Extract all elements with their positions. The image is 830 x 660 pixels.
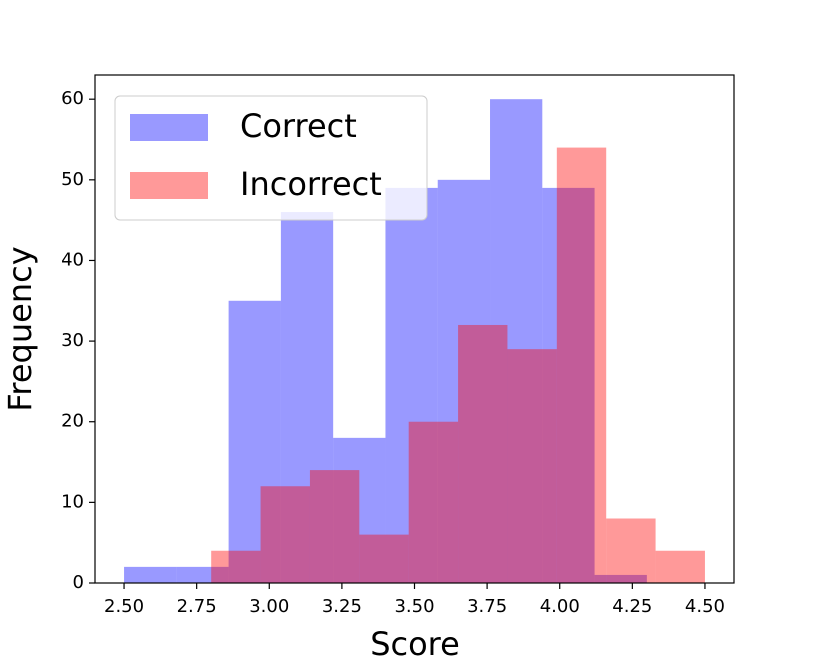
bar bbox=[228, 300, 281, 583]
bar bbox=[280, 212, 334, 584]
y-tick-label: 0 bbox=[73, 572, 84, 593]
x-tick-label: 4.50 bbox=[685, 596, 725, 617]
bar bbox=[359, 534, 409, 583]
bar bbox=[333, 437, 386, 583]
bar bbox=[408, 421, 459, 583]
bar bbox=[458, 324, 508, 583]
bar bbox=[437, 179, 491, 584]
y-tick-label: 10 bbox=[61, 491, 84, 512]
bar bbox=[606, 518, 656, 583]
bar bbox=[260, 486, 310, 583]
legend-swatch bbox=[130, 172, 208, 199]
x-tick-label: 2.50 bbox=[104, 596, 144, 617]
bar bbox=[655, 550, 705, 583]
bar bbox=[594, 574, 647, 583]
plot-frame bbox=[94, 74, 735, 584]
y-tick-label: 30 bbox=[61, 330, 84, 351]
bar bbox=[507, 349, 557, 583]
y-tick-label: 60 bbox=[61, 88, 84, 109]
bar bbox=[556, 147, 607, 584]
x-tick-label: 3.00 bbox=[249, 596, 289, 617]
x-tick-label: 4.00 bbox=[540, 596, 580, 617]
y-tick-label: 40 bbox=[61, 249, 84, 270]
bar bbox=[385, 187, 438, 583]
x-tick-label: 4.25 bbox=[612, 596, 652, 617]
y-tick-label: 50 bbox=[61, 169, 84, 190]
legend-swatch bbox=[130, 114, 208, 141]
bar bbox=[124, 566, 177, 583]
x-tick-label: 2.75 bbox=[177, 596, 217, 617]
legend-box bbox=[114, 95, 428, 221]
bar bbox=[309, 470, 360, 583]
bar bbox=[490, 99, 543, 583]
legend-label: Incorrect bbox=[240, 165, 382, 203]
legend-label: Correct bbox=[240, 107, 357, 145]
bar bbox=[542, 187, 595, 583]
bar bbox=[211, 550, 261, 583]
bar bbox=[176, 566, 229, 583]
x-tick-label: 3.50 bbox=[394, 596, 434, 617]
y-axis-label: Frequency bbox=[1, 246, 39, 411]
y-tick-label: 20 bbox=[61, 411, 84, 432]
x-axis-label: Score bbox=[370, 625, 460, 660]
x-tick-label: 3.25 bbox=[322, 596, 362, 617]
x-tick-label: 3.75 bbox=[467, 596, 507, 617]
